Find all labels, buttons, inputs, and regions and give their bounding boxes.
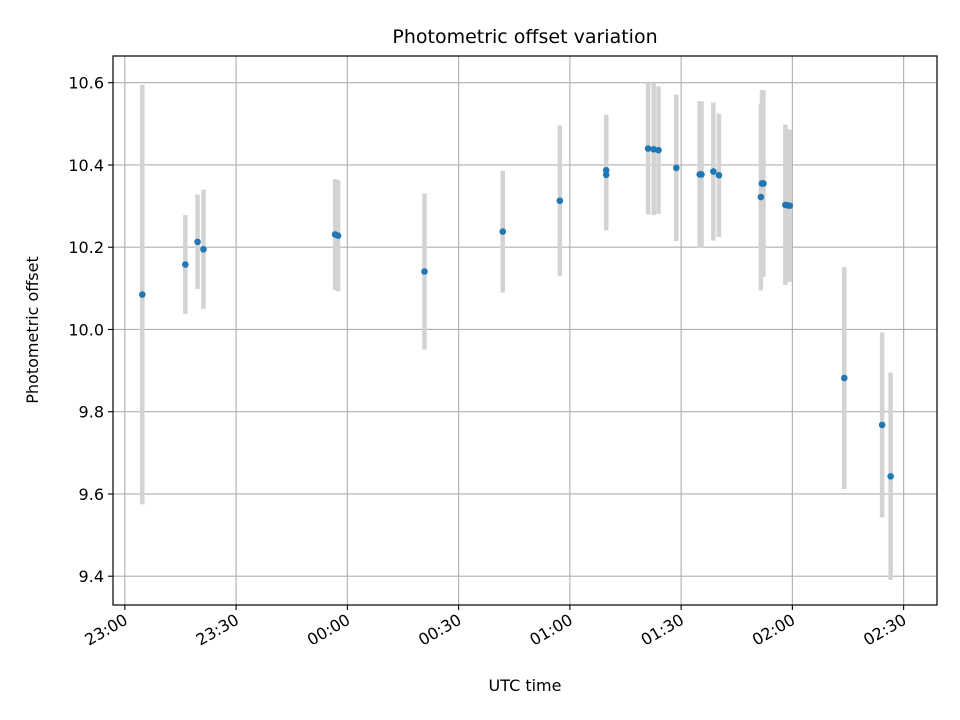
y-axis-label: Photometric offset [23,256,42,404]
data-point [840,374,848,382]
y-tick-label: 10.2 [68,238,104,257]
data-point [655,146,662,154]
data-point [499,228,507,235]
y-axis-ticks: 9.4 9.6 9.8 10.0 10.2 10.4 10.6 [68,74,113,586]
grid [113,56,937,605]
data-point [138,291,146,298]
plot-frame [112,55,938,606]
data-point [878,421,886,429]
data-point [602,171,610,179]
data-point [200,245,207,253]
y-tick-label: 9.4 [79,567,104,586]
data-point [760,180,767,187]
y-tick-label: 9.8 [79,403,104,422]
data-point [602,167,610,174]
y-tick-label: 9.6 [79,485,104,504]
data-point [556,197,564,205]
x-axis-label: UTC time [489,676,562,695]
data-point [182,261,189,268]
data-point [715,171,723,179]
data-point [421,268,428,275]
y-tick-label: 10.4 [68,156,104,175]
data-point [887,472,894,480]
data-point [194,238,201,246]
data-points [138,145,894,480]
data-point [698,171,705,178]
chart-title: Photometric offset variation [392,26,657,48]
data-point [786,202,794,209]
y-tick-label: 10.0 [68,320,104,339]
data-point [710,168,717,175]
data-point [334,232,342,240]
data-point [673,164,680,172]
data-point [644,145,652,152]
y-tick-label: 10.6 [68,74,104,93]
data-point [757,193,765,201]
